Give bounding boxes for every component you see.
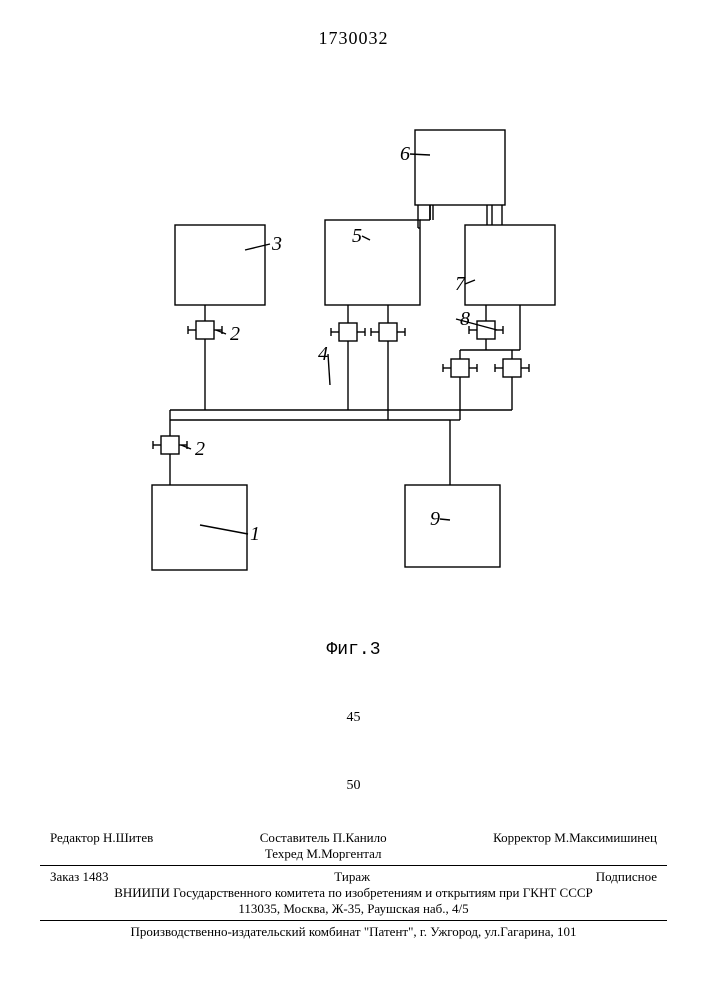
divider xyxy=(40,920,667,921)
schematic-diagram: 2 2 8 1 3 4 5 6 7 9 xyxy=(100,120,600,600)
order: Заказ 1483 xyxy=(50,869,109,885)
signed: Подписное xyxy=(596,869,657,885)
imprint-footer: Редактор Н.Шитев Составитель П.Канило Те… xyxy=(0,830,707,940)
line-number: 45 xyxy=(0,710,707,726)
svg-text:9: 9 xyxy=(430,508,440,530)
compiler: Составитель П.Канило xyxy=(260,830,387,845)
valve xyxy=(477,321,495,339)
divider xyxy=(40,865,667,866)
valve xyxy=(503,359,521,377)
block-b5 xyxy=(325,220,420,305)
block-b6 xyxy=(415,130,505,205)
block-b7 xyxy=(465,225,555,305)
svg-text:2: 2 xyxy=(195,438,205,460)
editor: Редактор Н.Шитев xyxy=(50,830,153,862)
block-b3 xyxy=(175,225,265,305)
address: 113035, Москва, Ж-35, Раушская наб., 4/5 xyxy=(238,901,468,916)
svg-text:3: 3 xyxy=(271,233,282,255)
valve xyxy=(196,321,214,339)
svg-text:5: 5 xyxy=(352,225,362,247)
valve xyxy=(339,323,357,341)
patent-number: 1730032 xyxy=(0,28,707,49)
line-number: 50 xyxy=(0,778,707,794)
page: 1730032 2281345679 Фиг.3 45 50 Редактор … xyxy=(0,0,707,1000)
svg-text:6: 6 xyxy=(400,143,410,165)
svg-text:7: 7 xyxy=(455,273,466,295)
valve xyxy=(161,436,179,454)
producer: Производственно-издательский комбинат "П… xyxy=(0,924,707,940)
block-b1 xyxy=(152,485,247,570)
svg-text:1: 1 xyxy=(250,523,260,545)
valve xyxy=(451,359,469,377)
svg-text:8: 8 xyxy=(460,308,470,330)
block-b9 xyxy=(405,485,500,567)
valve xyxy=(379,323,397,341)
org: ВНИИПИ Государственного комитета по изоб… xyxy=(114,885,593,900)
corrector: Корректор М.Максимишинец xyxy=(493,830,657,862)
techred: Техред М.Моргентал xyxy=(265,846,382,861)
svg-text:4: 4 xyxy=(318,343,328,365)
tirage: Тираж xyxy=(334,869,370,885)
figure-caption: Фиг.3 xyxy=(0,640,707,660)
svg-text:2: 2 xyxy=(230,323,240,345)
